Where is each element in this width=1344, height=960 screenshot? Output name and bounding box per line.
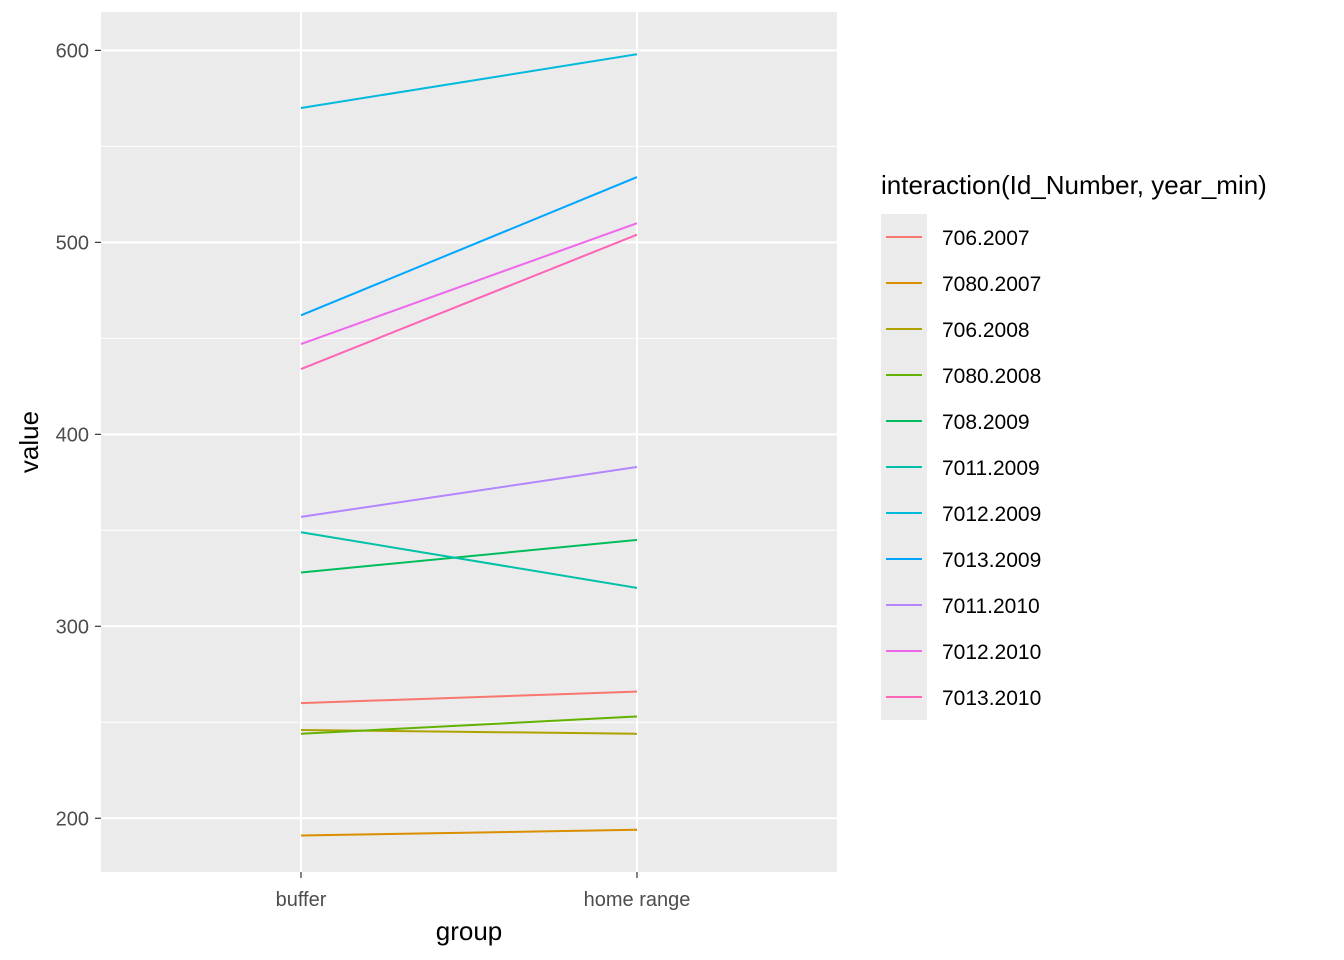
x-axis: buffer home range [276, 872, 691, 911]
minor-gridlines [101, 145, 837, 723]
legend-label: 7012.2010 [942, 641, 1041, 664]
x-tick-label: home range [584, 889, 691, 911]
series-lines [300, 53, 638, 837]
y-tick-label: 600 [56, 40, 89, 62]
legend-label: 708.2009 [942, 411, 1030, 434]
series-line [300, 538, 638, 574]
series-line [300, 176, 638, 317]
y-tick-label: 500 [56, 232, 89, 254]
major-gridlines [101, 12, 837, 872]
series-line [300, 233, 638, 370]
legend-label: 706.2007 [942, 227, 1030, 250]
legend-label: 706.2008 [942, 319, 1030, 342]
x-axis-title: group [436, 916, 503, 946]
series-line [300, 690, 638, 705]
y-tick-label: 400 [56, 424, 89, 446]
legend: interaction(Id_Number, year_min) 706.200… [881, 170, 1267, 720]
legend-label: 7080.2007 [942, 273, 1041, 296]
legend-label: 7012.2009 [942, 503, 1041, 526]
y-axis-title: value [14, 411, 44, 473]
legend-items: 706.2007 7080.2007 706.2008 7080.2008 708.20… [886, 227, 1041, 710]
series-line [300, 715, 638, 735]
legend-label: 7011.2009 [942, 457, 1040, 480]
series-line [300, 222, 638, 346]
y-axis: 200 300 400 500 600 [56, 40, 101, 830]
series-line [300, 531, 638, 589]
series-line [300, 828, 638, 837]
legend-title: interaction(Id_Number, year_min) [881, 170, 1267, 200]
y-tick-label: 300 [56, 616, 89, 638]
legend-label: 7011.2010 [942, 595, 1040, 618]
plot-panel [101, 12, 837, 872]
y-tick-label: 200 [56, 808, 89, 830]
legend-label: 7080.2008 [942, 365, 1041, 388]
series-line [300, 465, 638, 518]
x-tick-label: buffer [276, 889, 327, 911]
legend-label: 7013.2009 [942, 549, 1041, 572]
legend-label: 7013.2010 [942, 687, 1041, 710]
series-line [300, 53, 638, 109]
